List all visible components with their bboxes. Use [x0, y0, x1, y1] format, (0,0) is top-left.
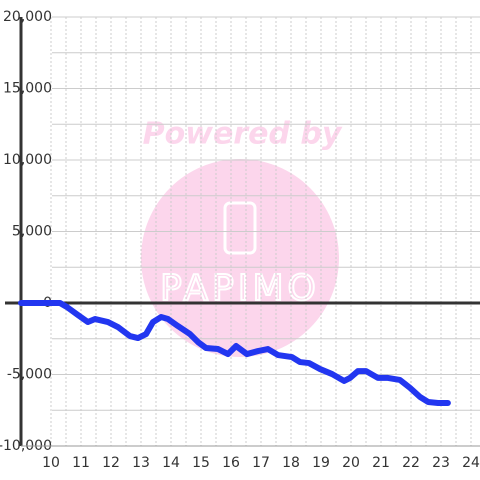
x-tick-label: 15 — [192, 455, 210, 471]
x-tick-label: 14 — [162, 455, 180, 471]
x-tick-label: 18 — [282, 455, 300, 471]
x-tick-label: 19 — [312, 455, 330, 471]
x-tick-label: 17 — [252, 455, 270, 471]
y-tick-label: 5,000 — [12, 224, 52, 240]
y-tick-label: 15,000 — [3, 81, 52, 97]
x-tick-label: 13 — [132, 455, 150, 471]
y-tick-label: -5,000 — [7, 367, 52, 383]
watermark-tagline: Powered by — [143, 117, 343, 152]
x-tick-label: 24 — [462, 455, 480, 471]
x-tick-label: 21 — [372, 455, 390, 471]
x-tick-label: 16 — [222, 455, 240, 471]
watermark-icon — [223, 201, 257, 255]
watermark: Powered by PAPIMO — [141, 117, 343, 357]
x-tick-label: 12 — [102, 455, 120, 471]
y-tick-label: 10,000 — [3, 152, 52, 168]
x-tick-label: 10 — [42, 455, 60, 471]
y-tick-label: 20,000 — [3, 9, 52, 25]
data-line — [18, 300, 451, 406]
watermark-circle — [141, 159, 339, 357]
x-tick-label: 22 — [402, 455, 420, 471]
x-tick-label: 20 — [342, 455, 360, 471]
x-tick-label: 23 — [432, 455, 450, 471]
x-tick-label: 11 — [72, 455, 90, 471]
